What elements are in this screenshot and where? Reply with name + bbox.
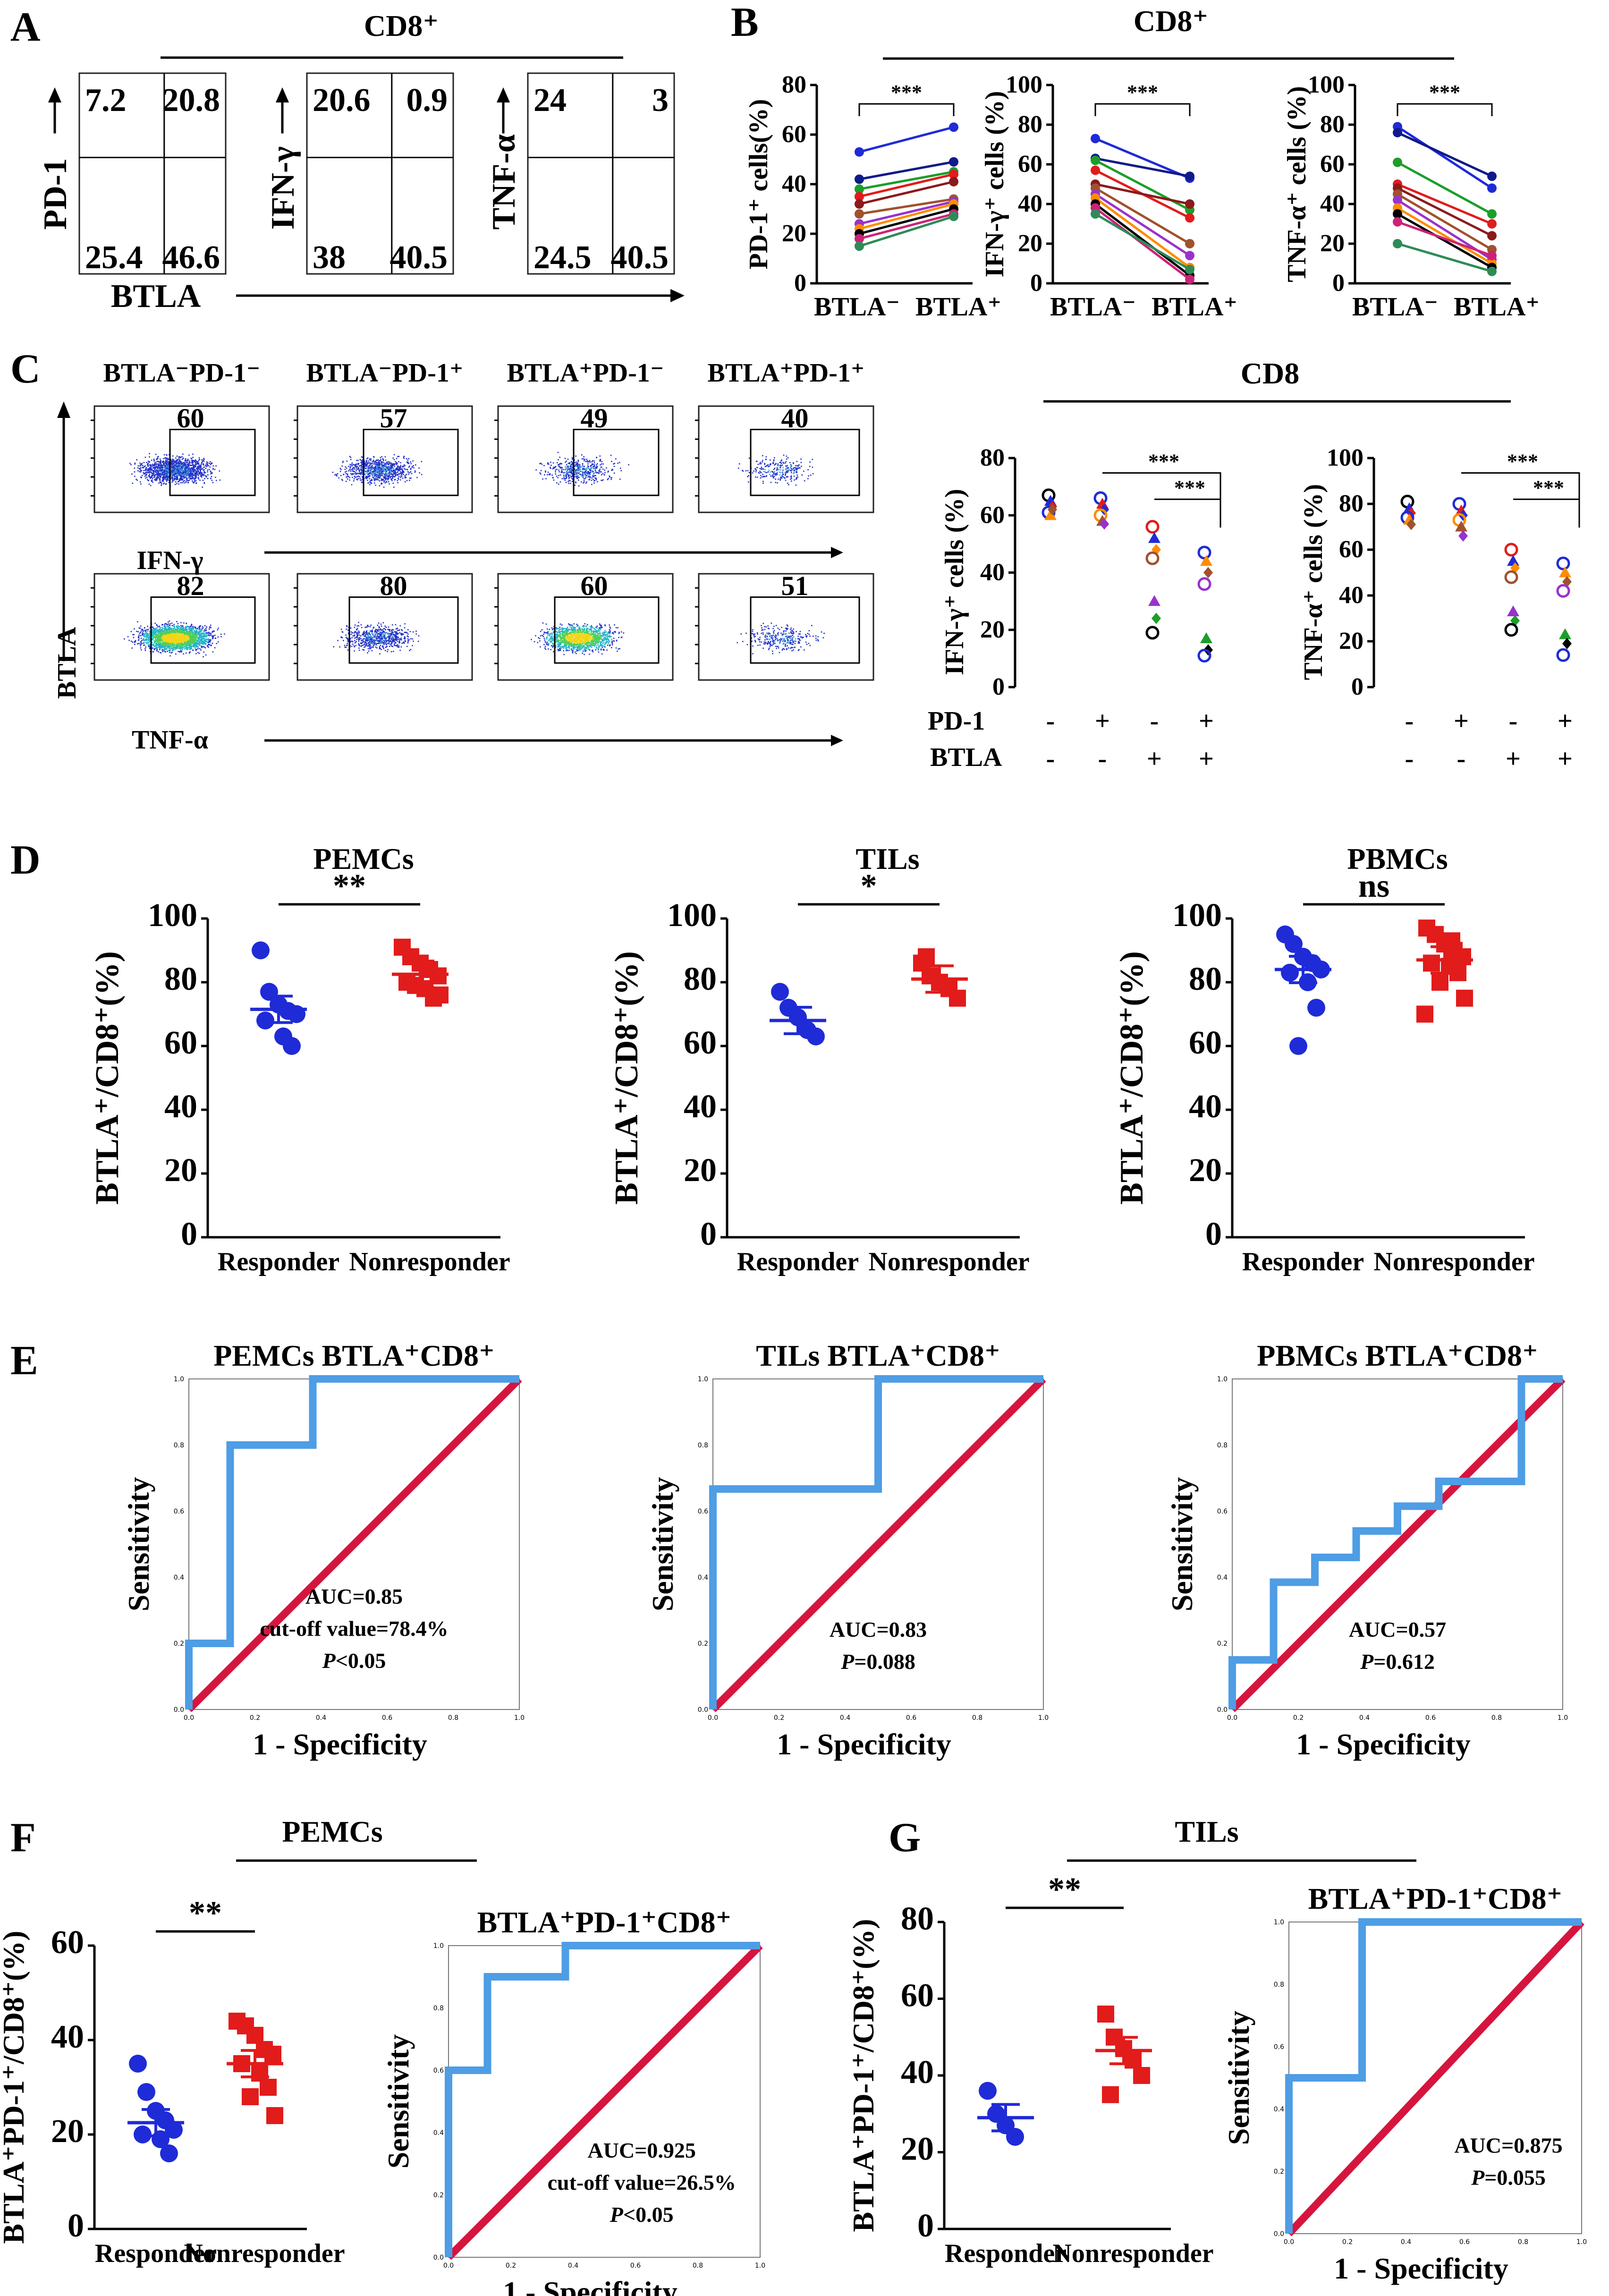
panel-label-f: F	[10, 1815, 36, 1861]
panel-a-header: CD8⁺	[364, 9, 439, 43]
quadrant-value: 46.6	[162, 239, 220, 276]
panel-label-e: E	[10, 1338, 38, 1384]
quadrant-value: 20.8	[162, 82, 220, 119]
y-arrowhead	[48, 87, 61, 102]
panel-label-c: C	[10, 346, 41, 392]
panel-a: CD8⁺ 7.2 20.825.4 46.6PD-120.6 0.938 40.5IFN…	[37, 9, 685, 315]
panel-label-d: D	[10, 837, 41, 883]
panel-label-a: A	[10, 4, 41, 50]
quadrant-value: 25.4	[85, 239, 143, 276]
quadrant-value: 7.2	[85, 82, 127, 119]
panel-label-b: B	[731, 0, 759, 45]
panel-label-g: G	[889, 1815, 921, 1861]
flow-plot-a-1-y-label: PD-1	[37, 158, 74, 230]
